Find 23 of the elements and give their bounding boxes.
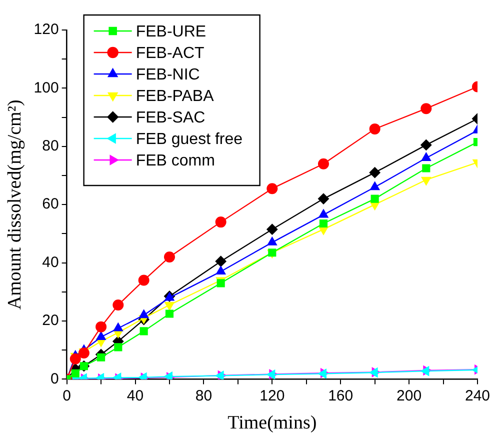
x-axis-title: Time(mins) bbox=[228, 412, 317, 434]
legend-label: FEB guest free bbox=[136, 130, 243, 148]
x-tick-label: 40 bbox=[126, 387, 144, 404]
legend-label: FEB comm bbox=[136, 152, 215, 170]
x-tick-label: 240 bbox=[464, 387, 490, 404]
y-tick-label: 0 bbox=[50, 370, 59, 388]
y-axis-title: Amount dissolved(mg/cm²) bbox=[4, 100, 26, 310]
legend-label: FEB-SAC bbox=[136, 109, 206, 126]
y-tick-label: 20 bbox=[42, 312, 59, 330]
y-tick-label: 60 bbox=[42, 196, 59, 213]
x-tick-label: 200 bbox=[396, 387, 422, 404]
x-tick-label: 80 bbox=[195, 387, 212, 404]
y-tick-label: 40 bbox=[42, 254, 59, 271]
legend-label: FEB-PABA bbox=[136, 88, 214, 105]
legend-label: FEB-ACT bbox=[136, 44, 204, 62]
y-tick-label: 100 bbox=[34, 79, 59, 96]
x-tick-label: 120 bbox=[260, 387, 285, 404]
y-tick-label: 80 bbox=[42, 138, 59, 155]
legend-label: FEB-URE bbox=[136, 23, 206, 40]
x-tick-label: 0 bbox=[62, 387, 71, 404]
legend-label: FEB-NIC bbox=[136, 66, 200, 84]
y-tick-label: 120 bbox=[34, 21, 59, 38]
x-tick-label: 160 bbox=[328, 387, 354, 404]
